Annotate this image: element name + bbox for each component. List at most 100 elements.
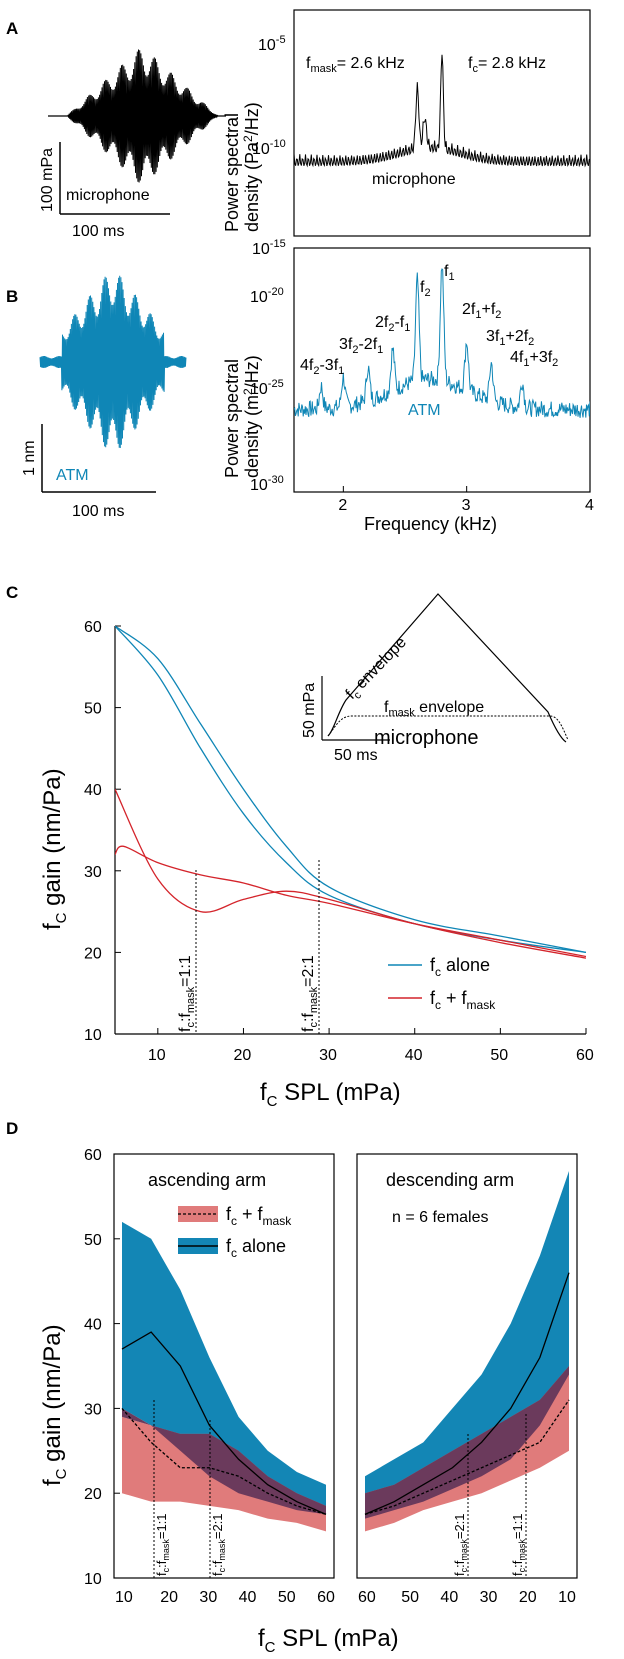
d-ytick-50: 50: [84, 1232, 102, 1249]
panel-d-desc-title: descending arm: [386, 1170, 514, 1190]
d-xtick-desc-20: 20: [519, 1589, 537, 1606]
peak-2f2-f1: 2f2-f1: [375, 314, 410, 334]
microphone-waveform: [48, 49, 226, 183]
panel-label-a: A: [6, 19, 18, 38]
psd-b-trace-label: ATM: [408, 402, 441, 419]
psd-a-ytick-1: 10-5: [258, 34, 286, 54]
d-xtick-asc-60: 60: [317, 1589, 335, 1606]
d-ytick-40: 40: [84, 1317, 102, 1334]
c-series-2: [115, 845, 586, 958]
c-xtick-20: 20: [233, 1047, 251, 1064]
trace-label-b: ATM: [56, 467, 89, 484]
d-ytick-30: 30: [84, 1401, 102, 1418]
psd-b-ytick-1: 10-20: [250, 286, 284, 306]
legend-c-alone: fc alone: [430, 955, 490, 979]
panel-d-asc-title: ascending arm: [148, 1170, 266, 1190]
peak-4f1+3f2: 4f1+3f2: [510, 349, 558, 369]
microphone-trace: [67, 49, 226, 183]
panel-label-b: B: [6, 287, 18, 306]
panel-d-ylabel: fC gain (nm/Pa): [39, 1324, 70, 1486]
d-xtick-asc-40: 40: [239, 1589, 257, 1606]
band-asc-overlap: [122, 1408, 326, 1515]
d-xtick-desc-30: 30: [480, 1589, 498, 1606]
atm-waveform: [39, 275, 187, 449]
panel-d-xlabel: fC SPL (mPa): [258, 1625, 399, 1656]
peak-f2: f2: [420, 279, 431, 299]
scalebar-x-label-b: 100 ms: [72, 503, 124, 520]
inset-envelope: [321, 593, 569, 743]
fmask-label: fmask= 2.6 kHz: [306, 55, 405, 75]
inset-label: microphone: [374, 727, 479, 749]
panel-c-ticks: 10 20 30 40 50 60 10 20 30 40 50 60: [84, 619, 594, 1064]
panel-c-axes: [114, 626, 586, 1035]
marker-c-1: fc:fmask=1:1: [177, 955, 197, 1032]
d-xtick-desc-60: 60: [358, 1589, 376, 1606]
c-ytick-20: 20: [84, 945, 102, 962]
scalebar-y-label-a: 100 mPa: [39, 148, 56, 212]
panel-d-ticks: 10 20 30 40 50 60 10 20 30 40 50 60 60 50 40 30 20 10: [84, 1147, 576, 1606]
peak-4f2-3f1: 4f2-3f1: [300, 357, 344, 377]
fc-label: fc= 2.8 kHz: [468, 55, 546, 75]
panel-label-c: C: [6, 583, 18, 602]
psd-a-ytick-3: 10-15: [252, 238, 286, 258]
legend-d-mask: fc + fmask: [226, 1204, 292, 1228]
psd-b-xlabel: Frequency (kHz): [364, 514, 497, 534]
psd-a-trace-label: microphone: [372, 171, 456, 188]
psd-a-ylabel-2: density (Pa2/Hz): [241, 102, 262, 232]
panel-c-lines: [115, 626, 586, 959]
c-ytick-50: 50: [84, 701, 102, 718]
mean-asc-mask: [121, 1407, 327, 1516]
panel-d-axes: [113, 1153, 578, 1579]
d-ytick-20: 20: [84, 1486, 102, 1503]
peak-f1: f1: [444, 263, 455, 283]
d-xtick-asc-50: 50: [278, 1589, 296, 1606]
mean-desc-mask: [364, 1399, 570, 1516]
d-xtick-desc-50: 50: [401, 1589, 419, 1606]
psd-b-frame: [293, 247, 591, 493]
panel-d-n: n = 6 females: [392, 1209, 489, 1226]
psd-a-trace: [293, 54, 591, 168]
inset-fc-envelope: [327, 593, 567, 743]
d-ytick-10: 10: [84, 1571, 102, 1588]
d-xtick-asc-10: 10: [115, 1589, 133, 1606]
psd-b-xtick-2: 2: [338, 497, 347, 514]
legend-c-mask: fc + fmask: [430, 988, 496, 1012]
psd-b-xtick-3: 3: [462, 497, 471, 514]
d-ytick-60: 60: [84, 1147, 102, 1164]
d-xtick-asc-30: 30: [199, 1589, 217, 1606]
scalebar-y-label-b: 1 nm: [21, 440, 38, 476]
c-series-3: [115, 788, 586, 959]
d-xtick-asc-20: 20: [160, 1589, 178, 1606]
psd-b-xticks: 2 3 4: [338, 486, 594, 514]
psd-b-ylabel-2: density (m2/Hz): [241, 355, 262, 478]
panel-d-ascending-bands: [121, 1221, 327, 1532]
c-xtick-30: 30: [319, 1047, 337, 1064]
atm-trace: [39, 275, 187, 449]
c-series-0: [115, 626, 586, 954]
mean-asc-alone: [121, 1331, 327, 1515]
panel-c-ylabel: fC gain (nm/Pa): [39, 768, 70, 930]
mean-desc-alone: [364, 1272, 570, 1515]
peak-2f1+f2: 2f1+f2: [462, 301, 501, 321]
c-xtick-50: 50: [490, 1047, 508, 1064]
marker-d-d2: fc:fmask=1:1: [510, 1513, 527, 1576]
psd-b-xtick-4: 4: [585, 497, 594, 514]
panel-d-descending-bands: [364, 1170, 570, 1532]
psd-a-frame: [293, 9, 591, 237]
marker-d-a2: fc:fmask=2:1: [210, 1513, 227, 1576]
inset-scale-x: 50 ms: [334, 747, 378, 764]
psd-b-trace: [294, 268, 590, 418]
c-ytick-40: 40: [84, 782, 102, 799]
psd-b-ylabel-1: Power spectral: [222, 359, 242, 478]
inset-fmask-envelope: [327, 715, 569, 741]
inset-fc-envelope-label: fc envelope: [343, 634, 413, 705]
d-xtick-desc-40: 40: [440, 1589, 458, 1606]
panel-c-xlabel: fC SPL (mPa): [260, 1079, 401, 1110]
peak-3f1+2f2: 3f1+2f2: [486, 328, 534, 348]
legend-d-alone: fc alone: [226, 1236, 286, 1260]
c-series-1: [115, 626, 586, 954]
band-desc-overlap: [365, 1366, 569, 1519]
c-xtick-60: 60: [576, 1047, 594, 1064]
c-ytick-60: 60: [84, 619, 102, 636]
